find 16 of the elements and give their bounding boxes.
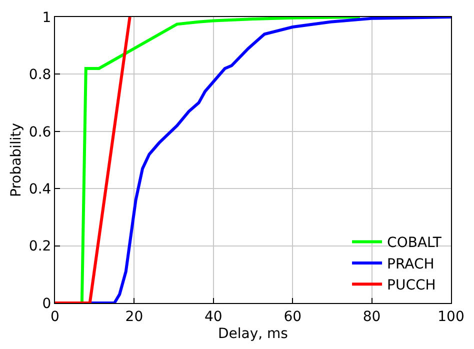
y-tick-label: 1 — [42, 10, 52, 26]
x-tick-label: 60 — [284, 308, 302, 325]
x-tick-label: 80 — [362, 308, 381, 325]
y-axis-title: Probability — [8, 122, 25, 198]
y-tick-label: 0 — [42, 296, 52, 312]
y-tick-label: 0.2 — [28, 238, 52, 255]
y-tick-label: 0.6 — [28, 124, 52, 140]
x-tick-label: 100 — [438, 308, 464, 325]
y-tick-label: 0.4 — [28, 182, 52, 198]
x-axis-title: Delay, ms — [218, 326, 288, 342]
x-tick-label: 20 — [125, 308, 144, 325]
legend-label: COBALT — [387, 235, 442, 252]
legend-label: PUCCH — [387, 278, 436, 294]
x-tick-label: 40 — [204, 308, 222, 325]
y-tick-label: 0.8 — [28, 67, 52, 84]
legend-label: PRACH — [387, 256, 434, 272]
